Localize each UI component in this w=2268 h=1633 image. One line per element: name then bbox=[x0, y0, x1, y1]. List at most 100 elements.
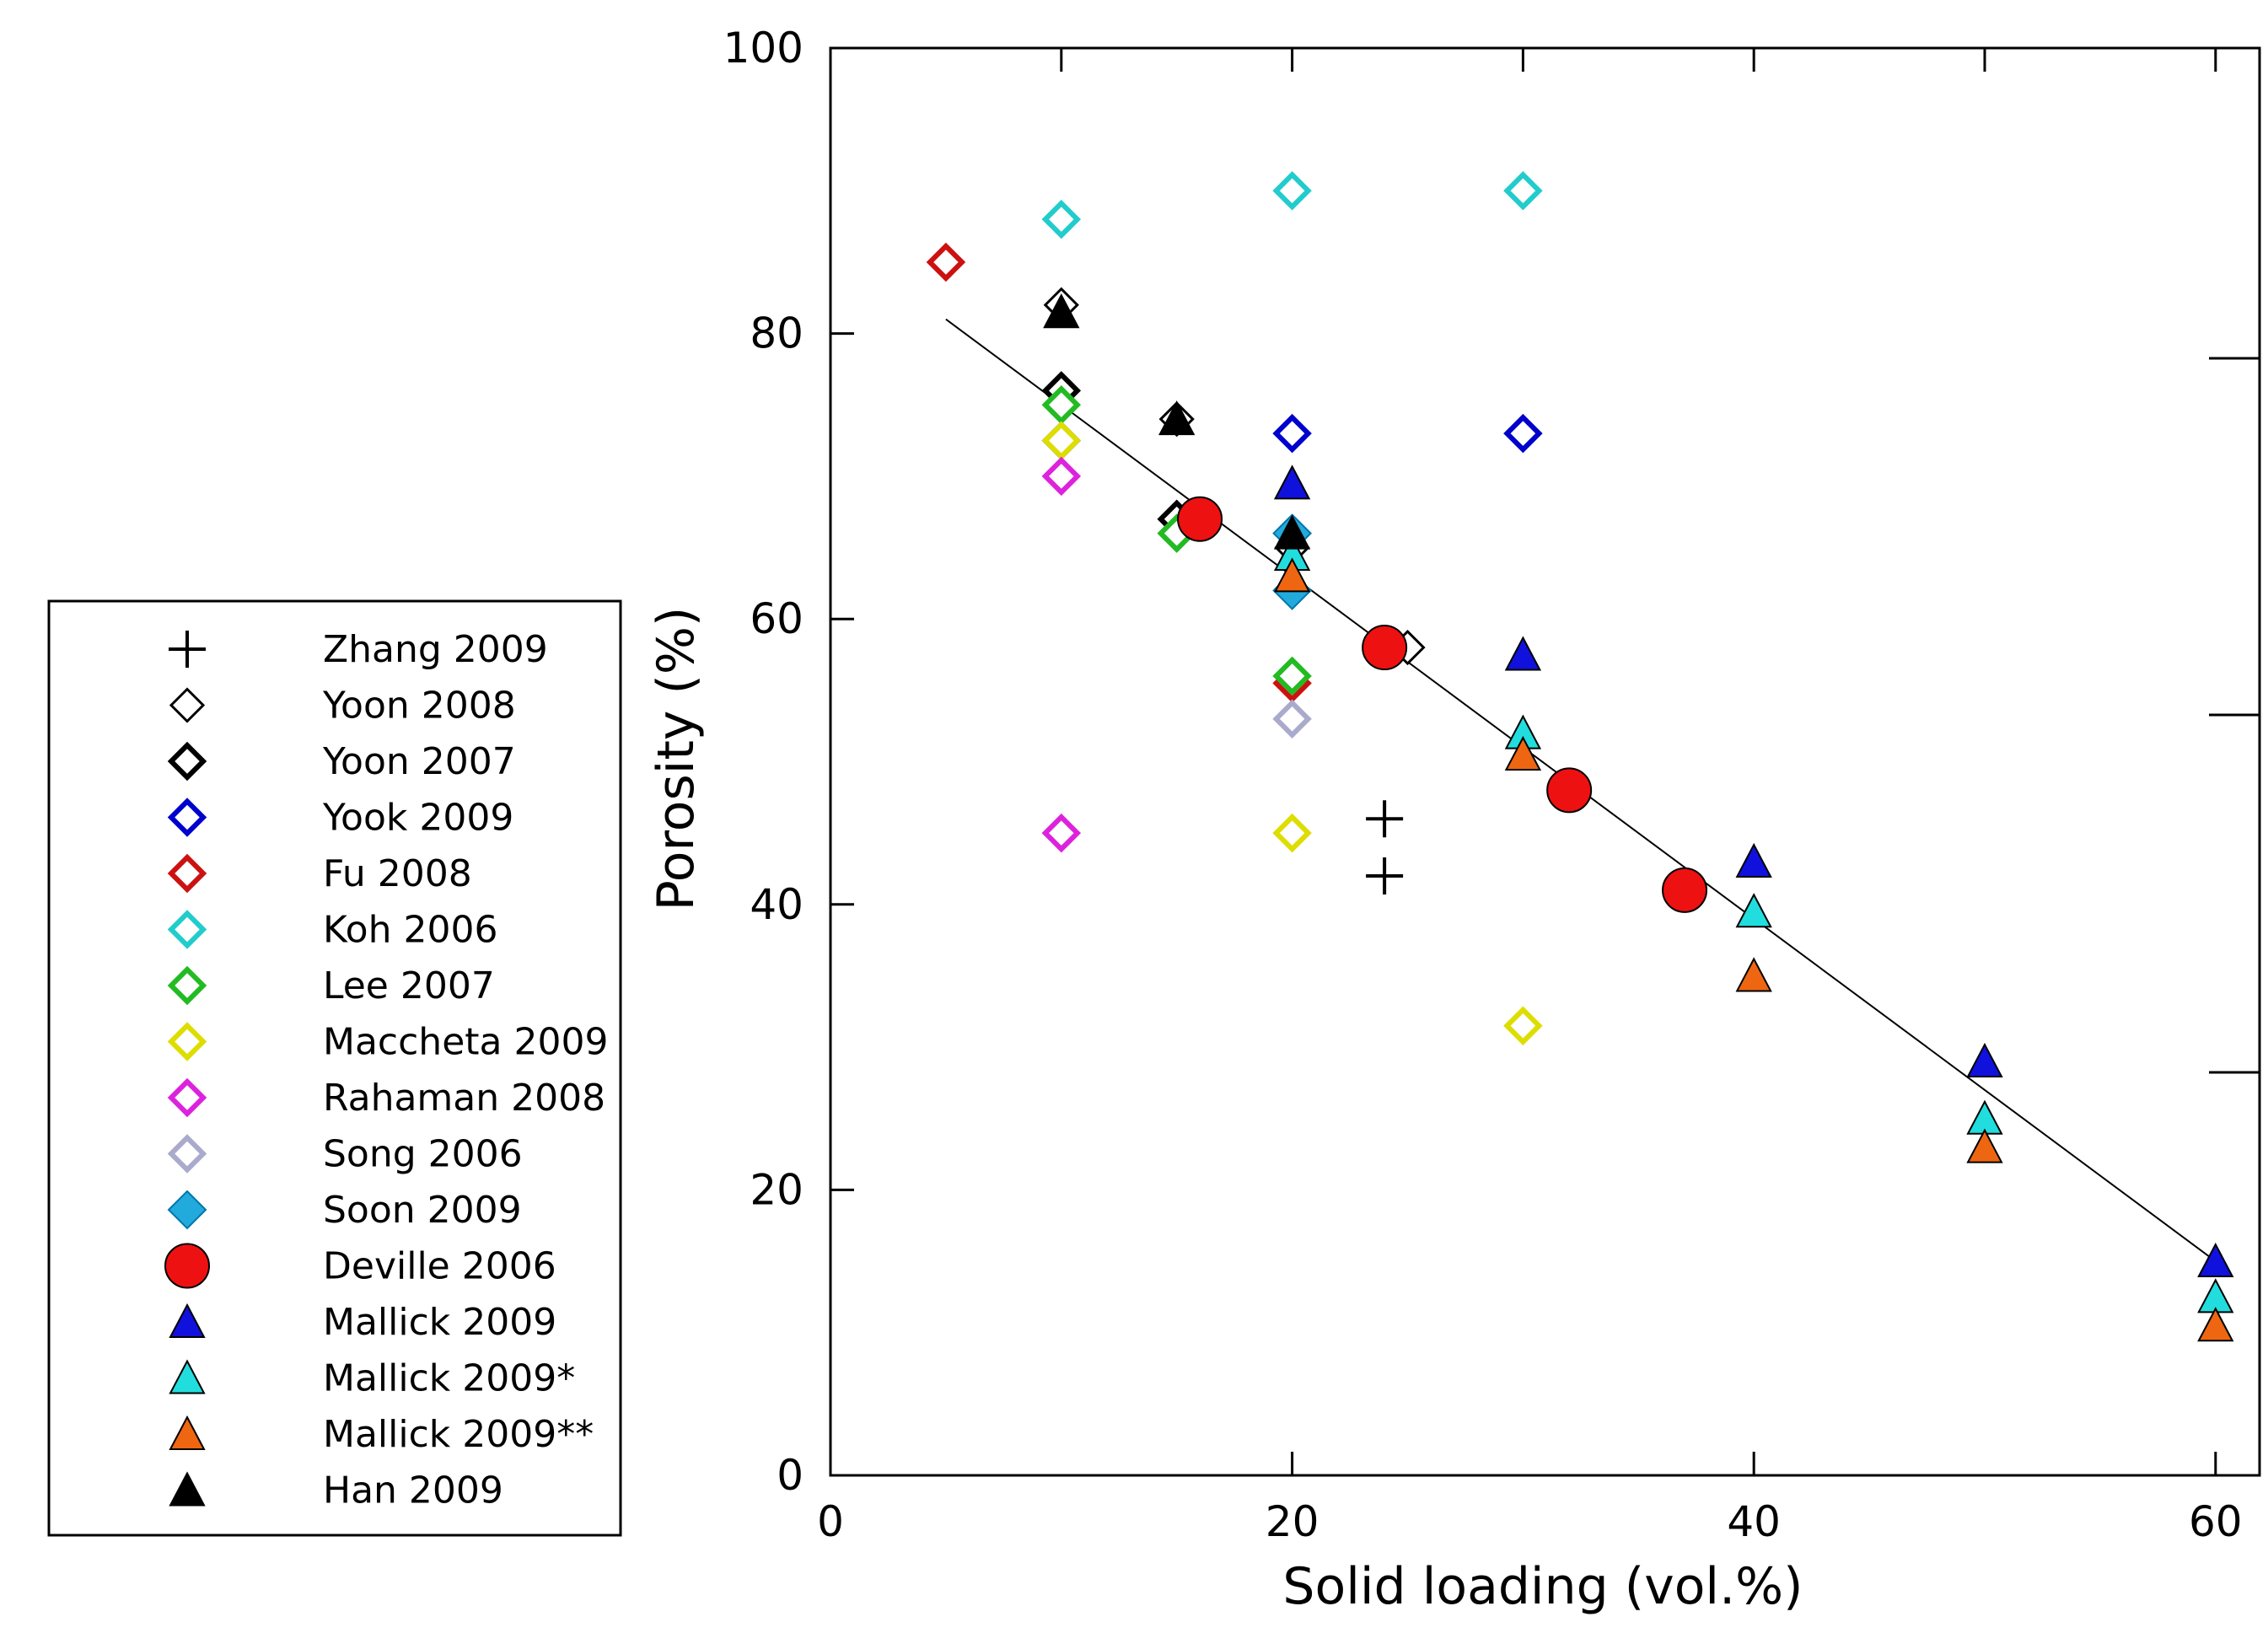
data-point bbox=[1662, 867, 1708, 913]
legend-label: Fu 2008 bbox=[323, 852, 472, 895]
plot-frame bbox=[829, 46, 2261, 1477]
data-point bbox=[1366, 800, 1404, 838]
data-point bbox=[1503, 413, 1543, 454]
legend-label: Maccheta 2009 bbox=[323, 1021, 608, 1064]
legend-item: Han 2009 bbox=[169, 1469, 503, 1512]
data-point bbox=[1043, 293, 1080, 329]
data-point bbox=[1041, 199, 1082, 239]
data-point bbox=[1041, 385, 1082, 425]
legend-marker bbox=[167, 910, 207, 949]
data-point bbox=[1273, 514, 1311, 550]
legend-label: Yoon 2007 bbox=[322, 740, 516, 783]
x-tick-label: 60 bbox=[2189, 1497, 2243, 1546]
legend-label: Rahaman 2008 bbox=[323, 1077, 605, 1120]
data-point bbox=[1041, 456, 1082, 497]
x-tick-label: 20 bbox=[1266, 1497, 1319, 1546]
data-point bbox=[2197, 1307, 2234, 1342]
legend-marker bbox=[164, 1243, 210, 1289]
legend-item: Yoon 2007 bbox=[167, 740, 516, 783]
legend-marker bbox=[167, 965, 207, 1006]
data-point bbox=[1735, 893, 1772, 928]
data-point bbox=[1272, 413, 1312, 454]
data-point bbox=[1366, 857, 1404, 894]
legend-marker bbox=[169, 687, 206, 723]
legend-item: Mallick 2009 bbox=[169, 1301, 556, 1344]
x-tick-label: 0 bbox=[817, 1497, 844, 1546]
data-point bbox=[1041, 421, 1082, 460]
data-point bbox=[1966, 1042, 2003, 1078]
y-tick-label: 20 bbox=[750, 1165, 803, 1214]
data-point bbox=[1546, 767, 1593, 814]
legend-item: Soon 2009 bbox=[167, 1189, 522, 1232]
legend-marker bbox=[167, 1134, 207, 1174]
legend-item: Yoon 2008 bbox=[169, 685, 516, 728]
data-point bbox=[1362, 625, 1408, 671]
data-point bbox=[1503, 1006, 1543, 1045]
y-tick-label: 60 bbox=[750, 594, 803, 643]
data-point bbox=[1735, 957, 1772, 992]
legend-marker bbox=[167, 1190, 207, 1230]
data-point bbox=[1966, 1128, 2003, 1163]
legend-label: Lee 2007 bbox=[323, 964, 495, 1007]
legend: Zhang 2009 Yoon 2008 Yoon 2007 Yook 2009 Fu … bbox=[164, 628, 608, 1512]
legend-item: Mallick 2009* bbox=[169, 1357, 575, 1400]
legend-label: Zhang 2009 bbox=[323, 628, 548, 671]
data-point bbox=[1273, 465, 1311, 500]
data-point bbox=[1272, 699, 1312, 739]
legend-item: Rahaman 2008 bbox=[167, 1077, 605, 1120]
legend-item: Lee 2007 bbox=[167, 964, 495, 1007]
legend-label: Mallick 2009* bbox=[323, 1357, 575, 1400]
data-point bbox=[1504, 636, 1542, 671]
legend-marker bbox=[169, 1359, 206, 1394]
legend-item: Koh 2006 bbox=[167, 909, 497, 952]
tick-layer: 0 20 40 60 0 20 40 60 80 100 bbox=[723, 24, 2260, 1546]
y-tick-label: 40 bbox=[750, 880, 803, 929]
data-points-layer bbox=[926, 171, 2234, 1342]
y-tick-label: 100 bbox=[723, 24, 803, 73]
data-point bbox=[2197, 1242, 2234, 1278]
data-point bbox=[1503, 171, 1543, 211]
legend-item: Maccheta 2009 bbox=[167, 1021, 608, 1064]
legend-label: Song 2006 bbox=[323, 1133, 523, 1176]
legend-marker bbox=[169, 1303, 206, 1338]
legend-marker bbox=[169, 1415, 206, 1450]
data-point bbox=[1158, 400, 1196, 436]
legend-marker bbox=[169, 631, 206, 668]
legend-marker bbox=[169, 1471, 206, 1507]
legend-label: Yook 2009 bbox=[322, 797, 513, 840]
data-point bbox=[1735, 842, 1772, 878]
legend-marker bbox=[167, 741, 207, 782]
legend-box bbox=[47, 599, 622, 1537]
y-tick-label: 0 bbox=[777, 1451, 803, 1500]
legend-item: Song 2006 bbox=[167, 1133, 523, 1176]
legend-item: Zhang 2009 bbox=[169, 628, 548, 671]
data-point bbox=[1273, 557, 1311, 593]
legend-marker bbox=[167, 1022, 207, 1061]
legend-item: Yook 2009 bbox=[167, 797, 513, 840]
legend-item: Mallick 2009** bbox=[169, 1413, 594, 1456]
x-tick-label: 40 bbox=[1727, 1497, 1781, 1546]
data-point bbox=[1272, 813, 1312, 853]
legend-item: Deville 2006 bbox=[164, 1243, 556, 1289]
y-tick-label: 80 bbox=[750, 309, 803, 358]
data-point bbox=[926, 242, 966, 282]
legend-label: Mallick 2009 bbox=[323, 1301, 556, 1344]
data-point bbox=[1041, 813, 1082, 853]
legend-label: Deville 2006 bbox=[323, 1245, 556, 1288]
legend-label: Han 2009 bbox=[323, 1469, 503, 1512]
legend-marker bbox=[167, 798, 207, 837]
x-axis-title: Solid loading (vol.%) bbox=[1282, 1557, 1803, 1616]
data-point bbox=[1177, 496, 1223, 542]
legend-label: Yoon 2008 bbox=[322, 685, 516, 728]
legend-label: Mallick 2009** bbox=[323, 1413, 594, 1456]
y-axis-title: Porosity (%) bbox=[647, 607, 706, 911]
legend-label: Koh 2006 bbox=[323, 909, 497, 952]
legend-item: Fu 2008 bbox=[167, 852, 472, 895]
legend-label: Soon 2009 bbox=[323, 1189, 522, 1232]
data-point bbox=[1272, 656, 1312, 696]
legend-marker bbox=[167, 853, 207, 894]
data-point bbox=[1504, 735, 1542, 771]
legend-marker bbox=[167, 1077, 207, 1118]
data-point bbox=[1272, 171, 1312, 211]
